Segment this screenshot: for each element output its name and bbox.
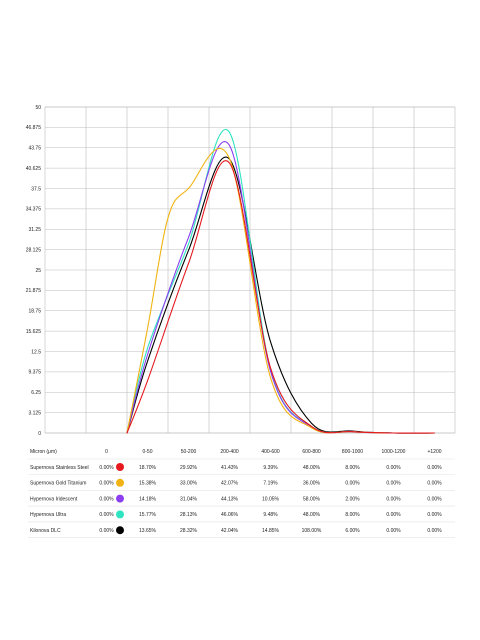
table-cell: 9.39% bbox=[263, 465, 278, 471]
table-cell: 58.00% bbox=[303, 496, 321, 502]
table-cell: 0.00% bbox=[427, 512, 442, 518]
table-cell: 10.05% bbox=[262, 496, 280, 502]
table-cell: 28.32% bbox=[180, 528, 198, 534]
table-cell: 28.13% bbox=[180, 512, 198, 518]
table-cell: 14.18% bbox=[139, 496, 157, 502]
table-cell: 13.65% bbox=[139, 528, 157, 534]
table-cell: 42.04% bbox=[221, 528, 239, 534]
table-cell: 0.00% bbox=[99, 496, 114, 502]
legend-series-name: Supernova Gold Titanium bbox=[30, 481, 86, 487]
table-cell: 6.00% bbox=[345, 528, 360, 534]
y-tick-label: 0 bbox=[38, 431, 41, 437]
table-cell: 8.00% bbox=[345, 512, 360, 518]
y-tick-label: 3.125 bbox=[28, 410, 41, 416]
series-line-hypernova-iridescent bbox=[126, 141, 436, 434]
legend-color-dot bbox=[116, 463, 124, 471]
legend-color-dot bbox=[116, 526, 124, 535]
y-tick-label: 37.5 bbox=[31, 186, 41, 192]
table-cell: 0.00% bbox=[427, 481, 442, 487]
table-cell: 7.19% bbox=[263, 481, 278, 487]
y-tick-label: 15.625 bbox=[26, 329, 42, 335]
y-tick-label: 50 bbox=[35, 105, 41, 111]
table-cell: 48.00% bbox=[303, 512, 321, 518]
legend-color-dot bbox=[116, 478, 124, 487]
series-line-kilonova-dlc bbox=[126, 156, 436, 434]
y-tick-label: 34.375 bbox=[26, 207, 42, 213]
table-cell: 42.07% bbox=[221, 481, 239, 487]
table-cell: 44.13% bbox=[221, 496, 239, 502]
x-category-label: 600-800 bbox=[302, 449, 321, 455]
x-category-label: 0 bbox=[105, 449, 108, 455]
legend-series-name: Hypernova Iridescent bbox=[30, 496, 78, 502]
y-tick-label: 9.375 bbox=[28, 370, 41, 376]
y-tick-label: 46.875 bbox=[26, 125, 42, 131]
table-cell: 0.00% bbox=[99, 528, 114, 534]
table-cell: 0.00% bbox=[99, 481, 114, 487]
y-tick-label: 12.5 bbox=[31, 349, 41, 355]
table-cell: 48.00% bbox=[303, 465, 321, 471]
x-category-label: 200-400 bbox=[220, 449, 239, 455]
table-cell: 0.00% bbox=[386, 512, 401, 518]
table-cell: 41.43% bbox=[221, 465, 239, 471]
x-category-label: 0-50 bbox=[142, 449, 152, 455]
x-category-label: 400-600 bbox=[261, 449, 280, 455]
y-tick-label: 40.625 bbox=[26, 166, 42, 172]
table-cell: 31.04% bbox=[180, 496, 198, 502]
table-cell: 0.00% bbox=[427, 528, 442, 534]
table-cell: 0.00% bbox=[427, 496, 442, 502]
y-tick-label: 6.25 bbox=[31, 390, 41, 396]
table-cell: 0.00% bbox=[427, 465, 442, 471]
table-cell: 8.00% bbox=[345, 465, 360, 471]
table-cell: 46.06% bbox=[221, 512, 239, 518]
table-cell: 0.00% bbox=[99, 512, 114, 518]
y-tick-label: 21.875 bbox=[26, 288, 42, 294]
y-tick-label: 43.75 bbox=[28, 146, 41, 152]
legend-series-name: Hypernova Ultra bbox=[30, 512, 66, 518]
table-cell: 108.00% bbox=[302, 528, 322, 534]
x-category-label: 1000-1200 bbox=[382, 449, 406, 455]
series-line-supernova-stainless-steel bbox=[126, 160, 436, 434]
series-line-hypernova-ultra bbox=[126, 129, 436, 434]
legend-series-name: Kilonova DLC bbox=[30, 528, 61, 534]
table-cell: 2.00% bbox=[345, 496, 360, 502]
table-cell: 0.00% bbox=[386, 528, 401, 534]
table-cell: 36.00% bbox=[303, 481, 321, 487]
table-cell: 0.00% bbox=[99, 465, 114, 471]
table-cell: 33.00% bbox=[180, 481, 198, 487]
y-tick-label: 28.125 bbox=[26, 247, 42, 253]
x-category-label: 50-200 bbox=[181, 449, 197, 455]
table-cell: 15.77% bbox=[139, 512, 157, 518]
table-cell: 29.92% bbox=[180, 465, 198, 471]
y-tick-label: 31.25 bbox=[28, 227, 41, 233]
table-cell: 15.38% bbox=[139, 481, 157, 487]
table-cell: 9.48% bbox=[263, 512, 278, 518]
y-tick-label: 25 bbox=[35, 268, 41, 274]
table-cell: 14.85% bbox=[262, 528, 280, 534]
x-category-label: 800-1000 bbox=[342, 449, 363, 455]
table-header-label: Micron (μm) bbox=[30, 449, 57, 455]
y-tick-label: 18.75 bbox=[28, 309, 41, 315]
legend-color-dot bbox=[116, 494, 124, 503]
x-category-label: +1200 bbox=[427, 449, 441, 455]
table-cell: 0.00% bbox=[386, 496, 401, 502]
table-cell: 0.00% bbox=[345, 481, 360, 487]
legend-color-dot bbox=[116, 510, 124, 519]
legend-series-name: Supernova Stainless Steel bbox=[30, 465, 89, 471]
table-cell: 18.70% bbox=[139, 465, 157, 471]
table-cell: 0.00% bbox=[386, 481, 401, 487]
table-cell: 0.00% bbox=[386, 465, 401, 471]
